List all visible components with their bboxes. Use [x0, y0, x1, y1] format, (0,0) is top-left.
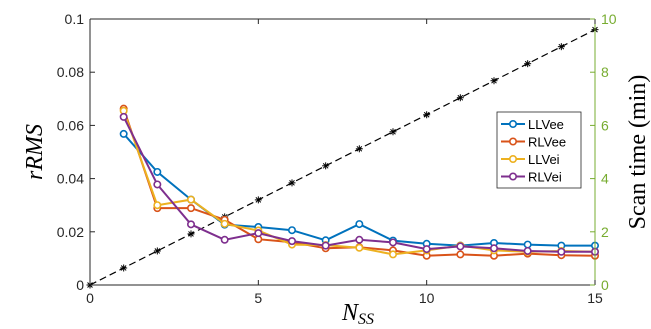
scan-time-marker — [557, 43, 565, 51]
right-axis-title: Scan time (min) — [625, 75, 651, 230]
right-tick-label: 2 — [601, 224, 609, 240]
scan-time-marker-stroke — [289, 180, 295, 186]
data-point-llvee — [355, 220, 364, 229]
legend-swatch-marker — [508, 155, 517, 164]
data-point-llvee — [287, 226, 296, 235]
x-tick-label: 10 — [419, 290, 435, 306]
data-point-rlvei — [254, 229, 263, 238]
scan-time-marker — [153, 247, 161, 255]
scan-time-marker-stroke — [423, 111, 430, 118]
x-tick-label: 5 — [254, 290, 262, 306]
scan-time-marker-stroke — [120, 265, 127, 271]
x-axis-title-subscript: SS — [358, 311, 374, 328]
legend-entry-llvei: LLVei — [501, 152, 560, 167]
data-point-llvei — [153, 201, 162, 210]
scan-time-marker — [524, 60, 532, 68]
right-tick-label: 8 — [601, 64, 609, 80]
scan-time-marker-stroke — [255, 197, 262, 203]
scan-time-marker-stroke — [154, 248, 161, 254]
y-tick-label: 0.06 — [57, 117, 84, 133]
scan-time-marker-stroke — [524, 60, 531, 67]
y-axis-title: rRMS — [22, 124, 48, 180]
legend-label: LLVei — [528, 152, 560, 167]
scan-time-marker — [423, 111, 431, 119]
data-point-rlvei — [388, 238, 397, 247]
legend-entry-rlvee: RLVee — [501, 135, 566, 150]
data-point-rlvei — [355, 235, 364, 244]
axes — [89, 18, 596, 286]
scan-time-marker-stroke — [390, 128, 396, 135]
legend-swatch-marker — [508, 137, 517, 146]
x-axis-title-main: N — [341, 300, 360, 326]
scan-time-marker — [355, 145, 363, 153]
data-point-rlvei — [523, 246, 532, 255]
data-point-rlvei — [422, 245, 431, 254]
data-point-llvei — [187, 195, 196, 204]
scan-time-marker-stroke — [558, 43, 565, 50]
legend-label: RLVei — [528, 170, 562, 185]
right-tick-label: 6 — [601, 117, 609, 133]
data-point-rlvei — [153, 180, 162, 189]
data-point-llvei — [220, 219, 229, 228]
scan-time-marker — [288, 179, 296, 187]
scan-time-marker — [322, 162, 330, 170]
scan-time-marker-stroke — [356, 145, 363, 152]
legend-entry-llvee: LLVee — [501, 117, 564, 132]
data-point-rlvei — [287, 237, 296, 246]
data-point-rlvei — [187, 220, 196, 229]
y-tick-label: 0.02 — [57, 224, 84, 240]
right-tick-label: 0 — [601, 277, 609, 293]
scan-time-marker — [120, 264, 128, 272]
data-point-rlvei — [456, 242, 465, 251]
legend-entry-rlvei: RLVei — [501, 170, 562, 185]
scan-time-marker — [389, 128, 397, 136]
scan-time-marker-stroke — [322, 163, 329, 169]
scan-time-marker-stroke — [188, 231, 194, 237]
scan-time-marker-stroke — [491, 77, 497, 84]
scan-time-marker — [490, 77, 498, 85]
data-point-llvee — [523, 240, 532, 249]
y-tick-label: 0.04 — [57, 171, 84, 187]
scan-time-marker-stroke — [457, 94, 464, 101]
data-point-rlvei — [557, 247, 566, 256]
scan-time-marker — [456, 94, 464, 102]
data-point-rlvei — [321, 241, 330, 250]
x-tick-label: 0 — [86, 290, 94, 306]
data-point-rlvei — [489, 244, 498, 253]
data-point-llvee — [119, 129, 128, 138]
right-tick-label: 10 — [601, 11, 617, 27]
data-point-llvei — [388, 250, 397, 259]
data-point-rlvee — [456, 250, 465, 259]
scan-time-marker — [254, 196, 262, 204]
data-point-rlvee — [187, 204, 196, 213]
data-point-llvee — [153, 167, 162, 176]
legend: LLVee RLVee LLVei RLVei — [496, 111, 582, 189]
scan-time-marker — [187, 230, 195, 238]
scan-time-series — [86, 26, 599, 289]
x-tick-label: 15 — [587, 290, 603, 306]
legend-swatch-marker — [508, 120, 517, 129]
y-tick-label: 0 — [76, 277, 84, 293]
legend-swatch-marker — [508, 172, 517, 181]
rrms-series-group — [119, 104, 599, 260]
data-point-rlvei — [119, 112, 128, 121]
y-tick-label: 0.1 — [65, 11, 85, 27]
legend-label: RLVee — [528, 135, 566, 150]
x-axis-title: NSS — [341, 300, 374, 328]
legend-label: LLVee — [528, 117, 564, 132]
data-point-rlvei — [220, 235, 229, 244]
y-tick-label: 0.08 — [57, 64, 84, 80]
data-point-llvei — [355, 243, 364, 252]
right-tick-label: 4 — [601, 171, 609, 187]
scan-time-line — [89, 29, 596, 286]
